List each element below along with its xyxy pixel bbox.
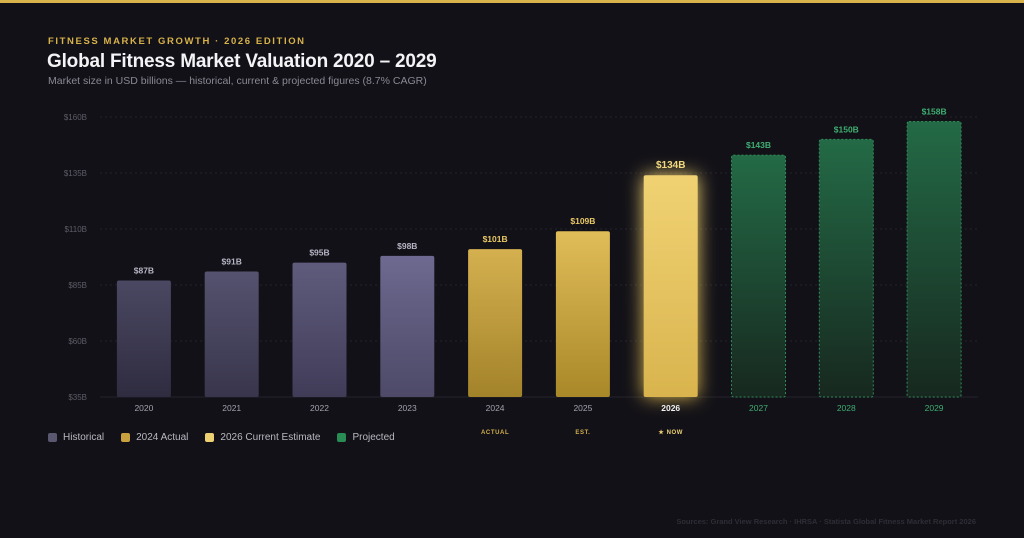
- bars: [116, 120, 962, 398]
- bar-2021: [204, 271, 259, 397]
- x-tick-label-2029: 2029: [925, 403, 944, 413]
- y-tick-label: $135B: [64, 169, 87, 178]
- x-tick-label-2022: 2022: [310, 403, 329, 413]
- x-tick-label-2025: 2025: [573, 403, 592, 413]
- y-tick-label: $160B: [64, 113, 87, 122]
- y-tick-label: $35B: [68, 393, 87, 402]
- bar-sublabel-2026: ★ NOW: [658, 429, 683, 436]
- legend-item-2024-actual: 2024 Actual: [121, 432, 188, 443]
- legend-swatch-historical: [48, 433, 57, 442]
- data-label-2023: $98B: [397, 241, 417, 251]
- x-tick-label-2026: 2026: [661, 403, 680, 413]
- legend-label-historical: Historical: [63, 432, 105, 443]
- legend-swatch-2026-current: [205, 433, 215, 442]
- legend-item-projected: Projected: [337, 432, 395, 443]
- data-label-2025: $109B: [570, 216, 595, 226]
- legend: Historical 2024 Actual 2026 Current Esti…: [48, 432, 395, 443]
- accent-top-line: [0, 0, 1024, 3]
- x-tick-label-2024: 2024: [486, 403, 505, 413]
- legend-item-2026-current: 2026 Current Estimate: [205, 432, 320, 443]
- data-label-2024: $101B: [483, 234, 508, 244]
- chart-subtitle: Market size in USD billions — historical…: [48, 75, 427, 87]
- x-tick-label-2023: 2023: [398, 403, 417, 413]
- bar-2027: [731, 154, 786, 398]
- y-axis-ticks: $35B $60B $85B $110B $135B $160B: [64, 113, 87, 402]
- data-label-2027: $143B: [746, 140, 771, 150]
- data-label-2020: $87B: [134, 266, 154, 276]
- x-tick-label-2021: 2021: [222, 403, 241, 413]
- bar-2023: [380, 255, 435, 397]
- data-label-2029: $158B: [922, 106, 947, 116]
- bar-sublabel-2024: ACTUAL: [481, 430, 509, 436]
- legend-label-projected: Projected: [352, 432, 395, 443]
- x-tick-label-2027: 2027: [749, 403, 768, 413]
- y-tick-label: $110B: [64, 225, 87, 234]
- legend-item-historical: Historical: [48, 432, 104, 443]
- legend-swatch-projected: [337, 433, 347, 442]
- bar-sublabel-2025: EST.: [575, 430, 590, 436]
- bar-2022: [292, 262, 347, 397]
- x-tick-label-2028: 2028: [837, 403, 856, 413]
- bar-2024: [468, 249, 523, 397]
- y-tick-label: $85B: [68, 281, 87, 290]
- legend-label-2024-actual: 2024 Actual: [136, 432, 189, 443]
- source-note: Sources: Grand View Research · IHRSA · S…: [676, 517, 976, 526]
- x-tick-label-2020: 2020: [134, 403, 153, 413]
- data-label-2021: $91B: [222, 257, 242, 267]
- legend-label-2026-current: 2026 Current Estimate: [220, 432, 321, 443]
- bar-2020: [116, 280, 171, 397]
- y-tick-label: $60B: [68, 337, 87, 346]
- bar-2028: [818, 138, 874, 398]
- bar-2025: [555, 231, 610, 397]
- data-label-2028: $150B: [834, 124, 859, 134]
- data-label-2022: $95B: [309, 248, 329, 258]
- bar-labels: $87B 2020 $91B 2021 $95B 2022 $98B 2023 $101B 202…: [134, 106, 947, 436]
- chart-title: Global Fitness Market Valuation 2020 – 2…: [47, 51, 437, 72]
- bar-2029: [906, 120, 962, 398]
- bar-2026: [643, 175, 698, 397]
- legend-swatch-2024-actual: [121, 433, 131, 442]
- eyebrow-label: FITNESS MARKET GROWTH · 2026 EDITION: [48, 36, 306, 47]
- data-label-2026: $134B: [656, 160, 685, 171]
